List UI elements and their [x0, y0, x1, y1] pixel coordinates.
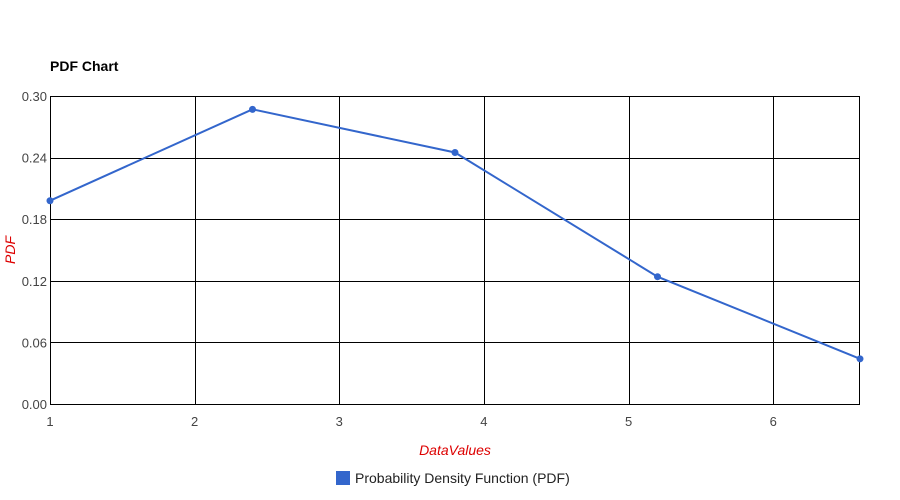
grid-layer — [50, 96, 860, 405]
y-tick-label: 0.30 — [22, 89, 47, 104]
data-point[interactable] — [856, 355, 864, 363]
legend-label[interactable]: Probability Density Function (PDF) — [355, 470, 570, 486]
data-point[interactable] — [249, 105, 256, 113]
chart-title: PDF Chart — [50, 58, 119, 74]
x-tick-label: 5 — [625, 414, 632, 429]
y-tick-label: 0.24 — [22, 151, 47, 166]
data-point[interactable] — [46, 197, 54, 205]
y-tick-label: 0.18 — [22, 212, 47, 227]
x-tick-label: 1 — [46, 414, 53, 429]
x-tick-label: 6 — [770, 414, 777, 429]
y-tick-label: 0.12 — [22, 274, 47, 289]
y-tick-label: 0.00 — [22, 397, 47, 412]
y-tick-label: 0.06 — [22, 335, 47, 350]
y-axis-title: PDF — [2, 235, 18, 264]
x-axis-title: DataValues — [419, 442, 491, 458]
series-line[interactable] — [49, 108, 861, 360]
x-tick-label: 2 — [191, 414, 198, 429]
data-point[interactable] — [654, 273, 661, 281]
x-tick-label: 4 — [480, 414, 487, 429]
tick-labels: 0.00 0.06 0.12 0.18 0.24 0.30 1 2 3 4 5 6 — [22, 89, 777, 429]
series-layer — [46, 105, 864, 363]
legend-swatch[interactable] — [336, 471, 350, 485]
x-tick-label: 3 — [336, 414, 343, 429]
legend[interactable]: Probability Density Function (PDF) — [336, 470, 570, 486]
data-point[interactable] — [451, 148, 459, 156]
